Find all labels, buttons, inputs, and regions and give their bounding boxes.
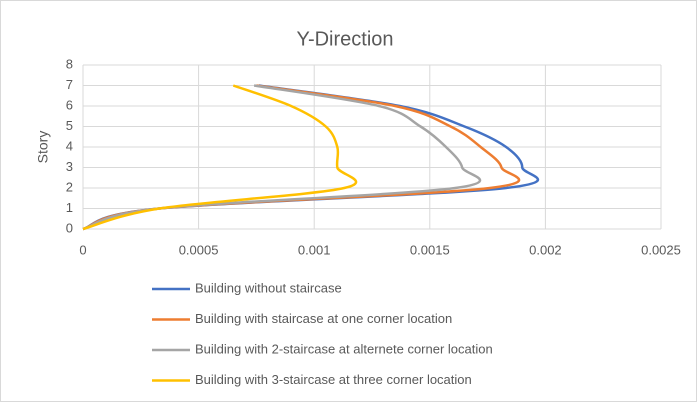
y-axis-label: Story [35, 131, 51, 164]
legend-label: Building with 2-staircase at alternete c… [195, 341, 493, 356]
y-tick-label: 3 [66, 159, 73, 174]
x-tick-label: 0.0015 [410, 242, 450, 257]
legend-label: Building with 3-staircase at three corne… [195, 372, 472, 387]
y-tick-label: 8 [66, 56, 73, 71]
y-tick-label: 4 [66, 138, 73, 153]
series-line [82, 84, 358, 231]
y-tick-label: 1 [66, 200, 73, 215]
x-tick-label: 0.0025 [641, 242, 681, 257]
legend-label: Building with staircase at one corner lo… [195, 311, 452, 326]
legend-label: Building without staircase [195, 280, 342, 295]
y-tick-label: 0 [66, 220, 73, 235]
x-tick-label: 0.001 [298, 242, 331, 257]
y-tick-label: 6 [66, 97, 73, 112]
x-tick-label: 0.002 [529, 242, 562, 257]
y-tick-label: 5 [66, 118, 73, 133]
x-tick-label: 0.0005 [179, 242, 219, 257]
y-tick-label: 7 [66, 77, 73, 92]
y-tick-label: 2 [66, 179, 73, 194]
x-tick-label: 0 [79, 242, 86, 257]
chart-title: Y-Direction [296, 28, 393, 50]
